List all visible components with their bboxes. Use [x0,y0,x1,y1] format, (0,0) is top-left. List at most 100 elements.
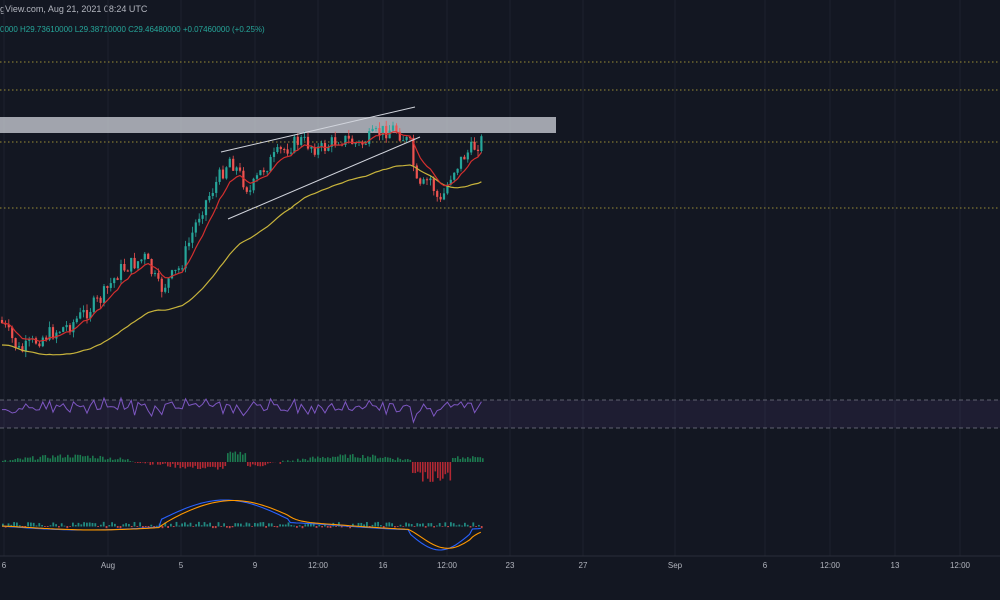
candle-body [245,187,248,192]
chart-header: gView.com, Aug 21, 2021 08:24 UTC [0,0,1000,22]
macd-hist-bar [416,523,419,527]
macd-hist-bar [293,525,295,527]
momentum-bar [152,462,154,465]
candle-body [130,257,133,272]
momentum-bar [59,454,62,462]
candles [0,120,483,358]
momentum-bar [197,462,199,469]
macd-hist-bar [480,526,483,529]
macd-hist-bar [245,522,248,527]
candle-body [99,297,102,303]
momentum-bar [169,462,172,467]
candle-body [456,168,459,173]
momentum-bar [427,462,429,479]
candle-body [109,283,112,288]
momentum-bar [122,459,124,462]
momentum-bar [287,460,289,462]
momentum-bar [182,462,184,468]
macd-hist-bar [27,522,29,527]
x-tick-label: 6 [763,561,768,570]
candle-body [167,278,170,288]
candle-body [21,346,24,352]
momentum-bar [199,462,202,470]
momentum-bar [104,459,107,462]
candle-body [157,273,160,279]
candle-body [249,190,252,192]
momentum-bar [339,454,342,462]
macd-hist-bar [385,522,388,527]
momentum-bar [29,457,32,462]
candle-body [174,269,177,271]
macd-hist-bar [83,522,85,527]
macd-hist-bar [217,522,220,527]
macd-hist-bar [447,526,449,528]
ema-slow-line [1,164,482,356]
macd-hist-bar [147,526,150,528]
candle-body [262,170,265,173]
macd-hist-bar [301,526,304,529]
candle-body [374,128,378,130]
momentum-bar [9,460,12,462]
candle-body [41,337,44,347]
macd-hist-bar [284,524,287,527]
macd-hist-bar [69,526,71,527]
macd-hist-bar [282,524,284,527]
candle-body [470,141,473,153]
macd-hist-bar [125,523,127,527]
candle-body [55,332,58,339]
candle-body [286,149,289,154]
x-tick-label: 12:00 [437,561,458,570]
macd-hist-bar [228,526,231,529]
momentum-bar [412,462,414,473]
macd-hist-bar [220,526,223,527]
momentum-bar [449,462,452,481]
momentum-bar [39,456,42,462]
candle-body [191,232,194,243]
momentum-bar [452,457,454,462]
candle-body [198,218,201,223]
macd-hist-bar [478,524,480,527]
macd-hist-bar [259,522,262,527]
macd-hist-bar [58,526,60,528]
macd-hist-bar [321,526,323,528]
candle-body [459,156,463,169]
macd-hist-bar [366,522,368,527]
momentum-bar [99,455,102,462]
momentum-bar [239,451,242,462]
momentum-bar [47,457,49,462]
momentum-bar [432,462,434,482]
candle-body [34,338,38,344]
momentum-bar [89,458,92,462]
momentum-bar [304,459,307,462]
macd-hist-bar [310,522,312,527]
candle-body [79,312,82,319]
x-tick-label: 13 [891,561,900,570]
momentum-bar [109,457,112,462]
macd-hist-bar [167,526,169,529]
momentum-bar [299,460,302,462]
macd-hist-bar [214,526,217,529]
rsi-line [1,396,482,424]
candle-body [310,147,313,149]
macd-hist-bar [203,522,206,527]
macd-hist-bar [198,521,200,527]
macd-hist-bar [391,523,393,527]
candle-body [72,322,75,333]
momentum-bar [244,453,247,462]
macd-hist-bar [144,526,147,527]
candle-body [153,273,157,275]
candle-body [38,343,41,347]
macd-hist-bar [450,522,452,527]
macd-hist-bar [394,526,396,528]
candle-body [51,327,55,339]
momentum-bar [479,457,482,462]
candle-body [143,253,146,260]
macd-hist-bar [170,523,172,527]
candle-body [422,179,425,184]
momentum-bar [267,462,269,464]
candle-body [412,137,415,166]
momentum-bar [439,462,442,481]
candle-body [436,191,439,197]
momentum-bar [77,454,79,462]
